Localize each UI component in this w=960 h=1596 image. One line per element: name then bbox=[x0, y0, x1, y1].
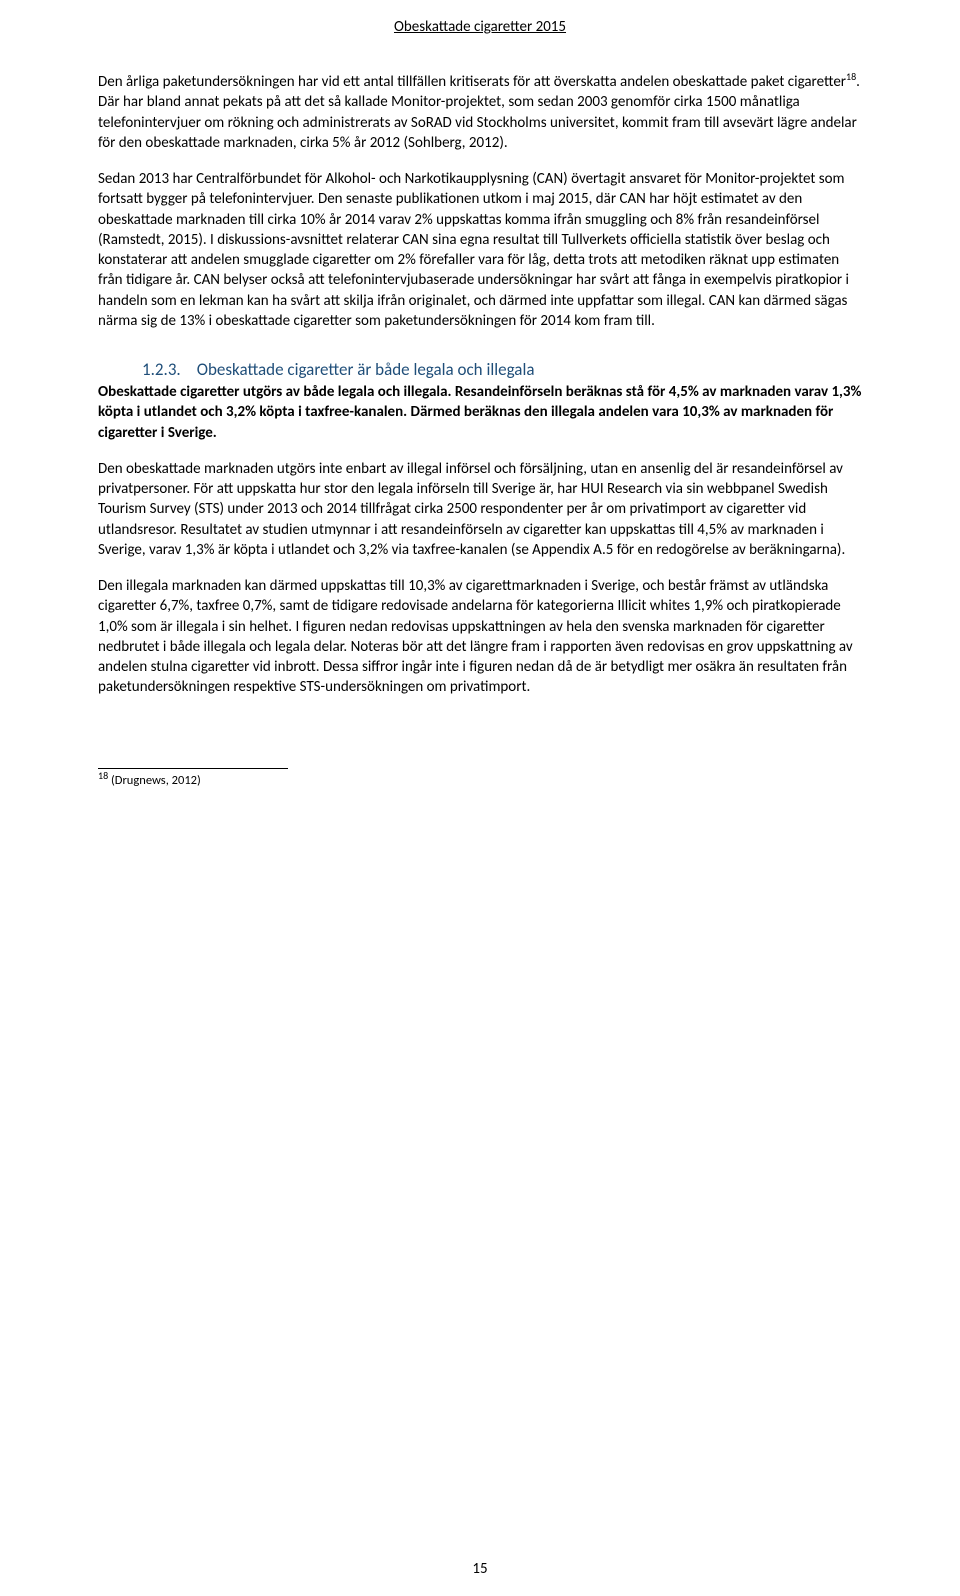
subheading-number: 1.2.3. bbox=[142, 359, 181, 380]
bold-intro-paragraph: Obeskattade cigaretter utgörs av både le… bbox=[98, 382, 862, 443]
paragraph-3: Den obeskattade marknaden utgörs inte en… bbox=[98, 459, 862, 560]
footnote-marker: 18 bbox=[98, 768, 108, 781]
running-header: Obeskattade cigaretter 2015 bbox=[98, 18, 862, 36]
document-page: Obeskattade cigaretter 2015 Den årliga p… bbox=[0, 0, 960, 1596]
subheading-title: Obeskattade cigaretter är både legala oc… bbox=[197, 359, 535, 380]
footnote-18: 18 (Drugnews, 2012) bbox=[98, 773, 862, 789]
paragraph-2: Sedan 2013 har Centralförbundet för Alko… bbox=[98, 169, 862, 331]
footnote-ref-18: 18 bbox=[846, 70, 856, 83]
paragraph-1-part-a: Den årliga paketundersökningen har vid e… bbox=[98, 73, 846, 91]
page-number: 15 bbox=[0, 1560, 960, 1578]
subheading-1-2-3: 1.2.3. Obeskattade cigaretter är både leg… bbox=[98, 359, 862, 380]
footnote-separator bbox=[98, 768, 288, 769]
footnote-text: (Drugnews, 2012) bbox=[108, 773, 201, 788]
paragraph-4: Den illegala marknaden kan därmed uppska… bbox=[98, 576, 862, 698]
paragraph-1: Den årliga paketundersökningen har vid e… bbox=[98, 72, 862, 153]
